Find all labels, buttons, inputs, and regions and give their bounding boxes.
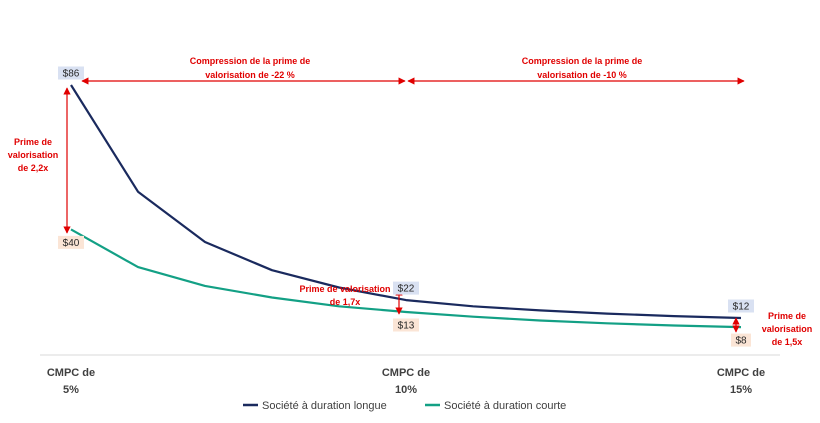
data-label-text: $13 (398, 321, 415, 332)
data-label-text: $40 (63, 238, 80, 249)
annotation-arrows (63, 77, 745, 333)
x-tick-label-10-line1: CMPC de (382, 367, 430, 379)
series-lines (70, 84, 742, 329)
x-tick-label-15-line1: CMPC de (717, 367, 765, 379)
data-label-text: $8 (735, 336, 747, 347)
data-label-text: $22 (398, 284, 415, 295)
data-label-text: $12 (733, 302, 750, 313)
premium-5-line2: valorisation (8, 150, 59, 160)
series-line-long (70, 84, 742, 320)
series-line-short (70, 228, 742, 329)
compression-left-line2: valorisation de -22 % (205, 70, 295, 80)
data-label-short-15: $8 (731, 333, 751, 347)
premium-10-line2: de 1,7x (330, 297, 361, 307)
premium-15-line2: valorisation (762, 324, 813, 334)
compression-left-line1: Compression de la prime de (190, 56, 311, 66)
compression-right-line2: valorisation de -10 % (537, 70, 627, 80)
data-label-long-10: $22 (393, 281, 419, 295)
x-tick-label-5-line1: CMPC de (47, 367, 95, 379)
data-label-bg (728, 299, 754, 313)
data-label-long-5: $86 (58, 66, 84, 80)
premium-15-line1: Prime de (768, 311, 806, 321)
data-label-text: $86 (63, 69, 80, 80)
x-tick-label-10-line2: 10% (395, 384, 417, 396)
premium-5-line1: Prime de (14, 137, 52, 147)
data-label-bg (393, 318, 419, 332)
data-label-short-5: $40 (58, 235, 84, 249)
data-label-bg (731, 333, 751, 347)
data-labels: $86 $22 $12 $40 $13 $8 (58, 66, 754, 347)
data-label-bg (58, 235, 84, 249)
premium-10-line1: Prime de valorisation (299, 284, 390, 294)
premium-15-line3: de 1,5x (772, 337, 803, 347)
data-label-bg (393, 281, 419, 295)
data-label-short-10: $13 (393, 318, 419, 332)
legend-label-short: Société à duration courte (444, 400, 566, 412)
x-tick-label-15-line2: 15% (730, 384, 752, 396)
premium-5-line3: de 2,2x (18, 163, 49, 173)
x-tick-labels: CMPC de 5% CMPC de 10% CMPC de 15% (47, 367, 765, 396)
legend: Société à duration longue Société à dura… (243, 400, 566, 412)
data-label-long-15: $12 (728, 299, 754, 313)
x-tick-label-5-line2: 5% (63, 384, 79, 396)
legend-label-long: Société à duration longue (262, 400, 387, 412)
data-label-bg (58, 66, 84, 80)
compression-right-line1: Compression de la prime de (522, 56, 643, 66)
